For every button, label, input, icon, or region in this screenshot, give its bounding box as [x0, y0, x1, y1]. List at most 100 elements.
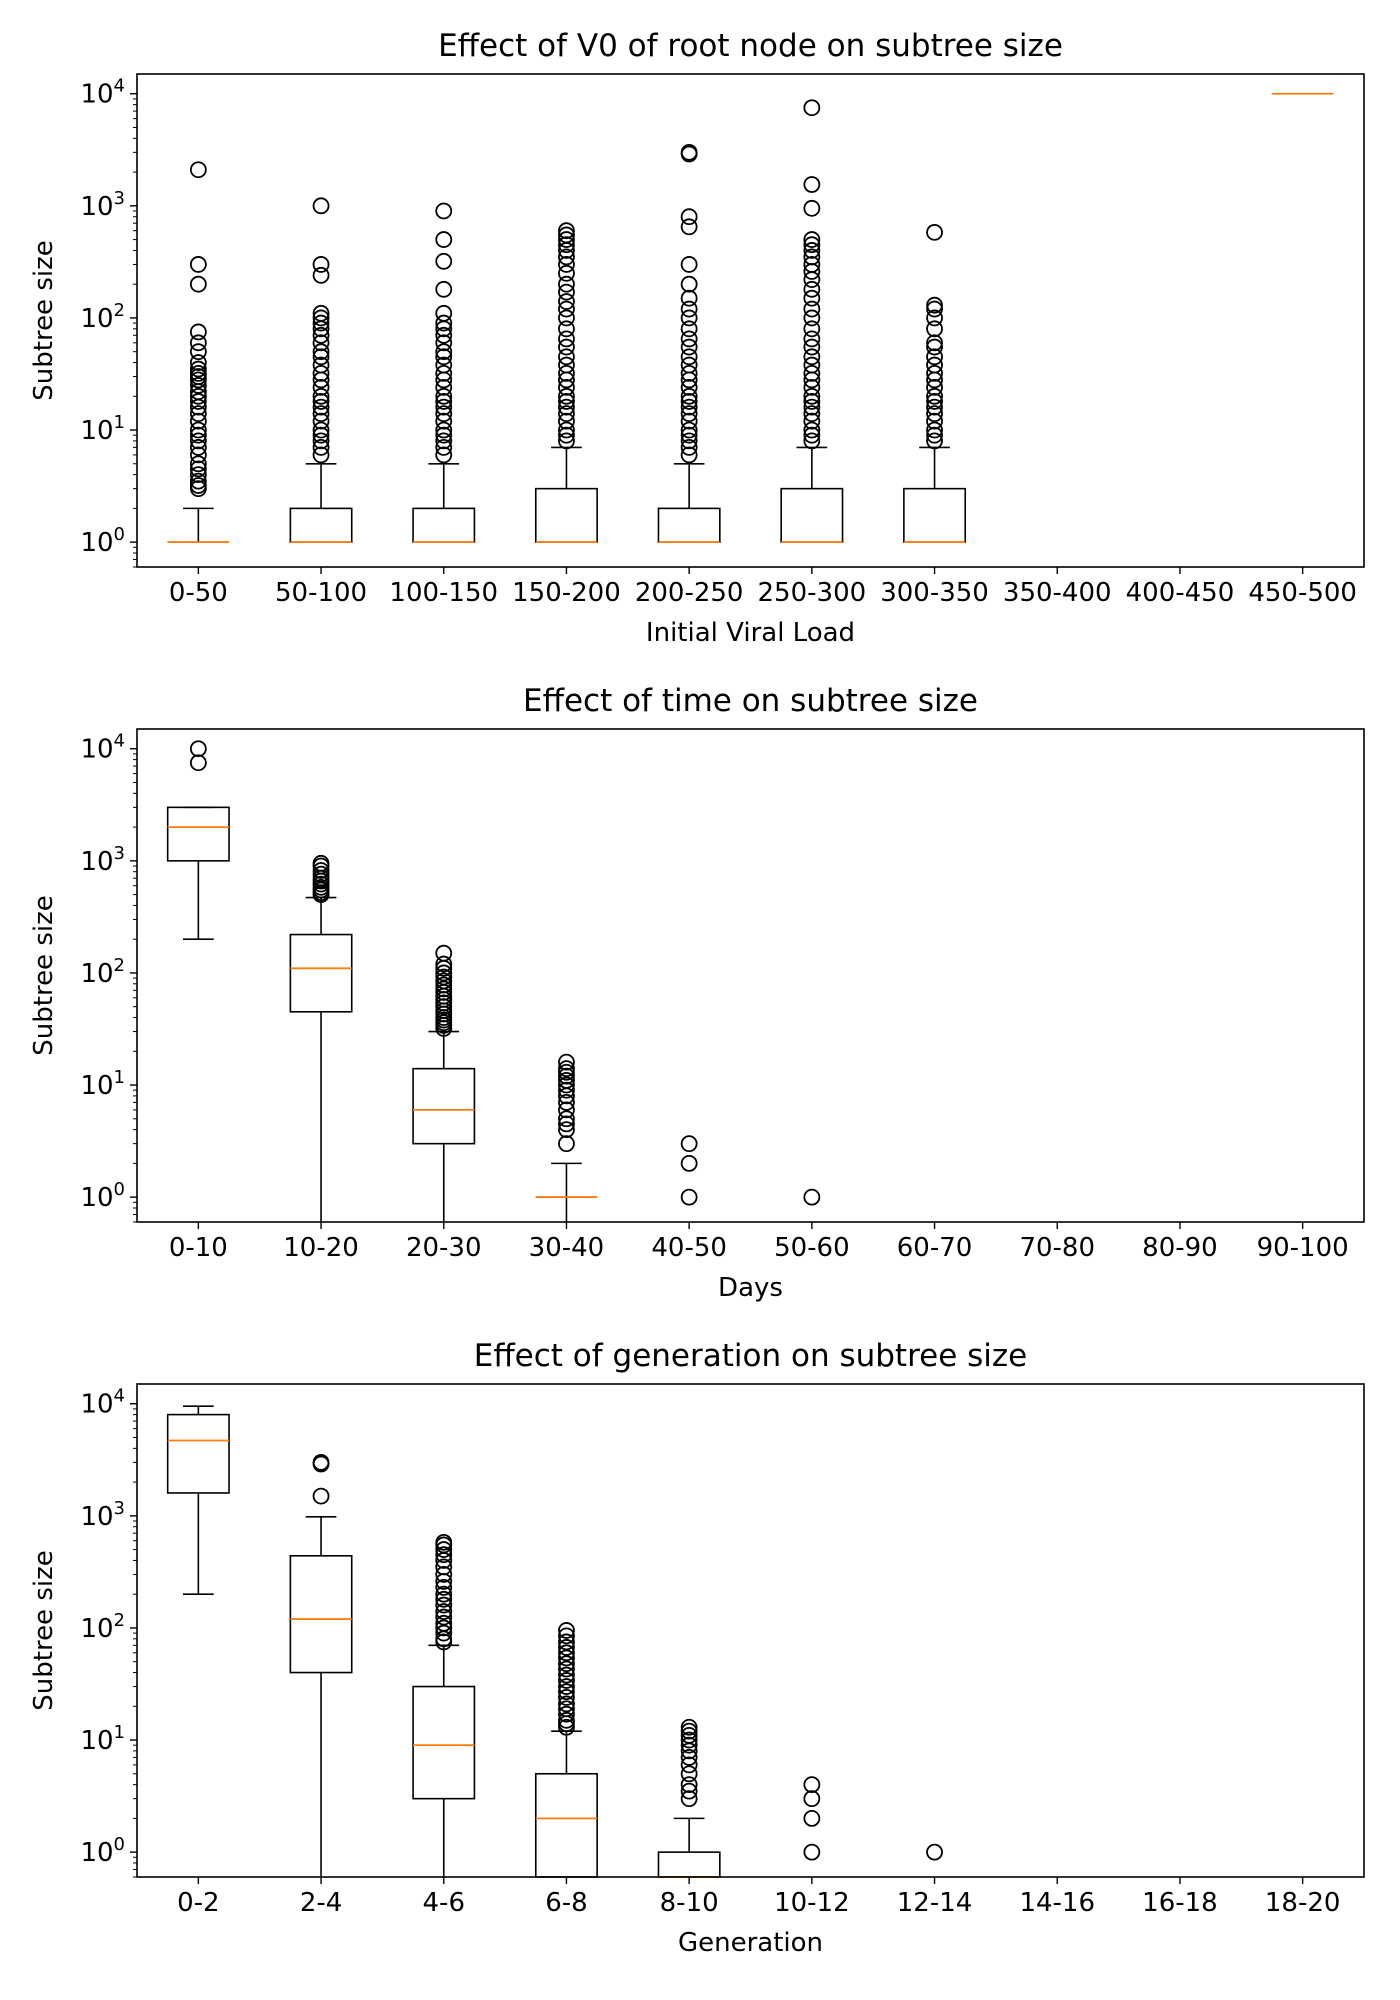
box-200-250 — [657, 143, 721, 544]
outlier-point — [803, 1843, 821, 1861]
box-4-6 — [412, 1533, 476, 1877]
outlier-point — [803, 1776, 821, 1794]
outlier-point — [435, 1590, 453, 1608]
x-tick-label: 20-30 — [406, 1233, 482, 1263]
outlier-point — [680, 330, 698, 348]
outlier-point — [680, 446, 698, 464]
x-tick-label: 90-100 — [1257, 1233, 1349, 1263]
outlier-point — [680, 256, 698, 273]
y-tick-exponent: 4 — [114, 731, 125, 752]
outlier-point — [435, 387, 453, 405]
outlier-point — [803, 231, 821, 248]
x-tick-label: 40-50 — [651, 1233, 727, 1263]
outlier-point — [189, 323, 207, 341]
outlier-point — [558, 1672, 575, 1689]
outlier-point — [558, 1695, 575, 1713]
box-100-150 — [412, 202, 476, 544]
outlier-point — [312, 256, 330, 273]
outlier-point — [435, 326, 453, 344]
iqr-box — [289, 1555, 353, 1674]
x-tick-label: 400-450 — [1126, 578, 1235, 608]
outlier-point — [435, 955, 453, 973]
x-tick-label: 350-400 — [1003, 578, 1112, 608]
outlier-point — [926, 398, 943, 416]
outlier-point — [558, 398, 575, 416]
outlier-point — [558, 231, 575, 248]
outlier-point — [312, 421, 330, 439]
outlier-point — [680, 1748, 698, 1766]
outlier-point — [189, 275, 207, 293]
outlier-point — [803, 309, 821, 327]
subplot-1: 0-50 50-100 100-150 150-200 200-250 250-300 30… — [29, 28, 1365, 648]
x-tick-label: 0-2 — [177, 1888, 219, 1918]
y-tick-base: 10 — [80, 1614, 113, 1644]
outlier-point — [558, 1627, 575, 1645]
outlier-point — [435, 304, 453, 322]
outlier-point — [435, 426, 453, 444]
y-tick-base: 10 — [80, 1071, 113, 1101]
outlier-point — [435, 421, 453, 439]
outlier-point — [312, 379, 330, 396]
outlier-point — [926, 426, 943, 444]
outlier-point — [680, 398, 698, 416]
x-tick-label: 10-12 — [774, 1888, 850, 1918]
outlier-point — [558, 1121, 575, 1139]
outlier-point — [558, 365, 575, 382]
outlier-point — [558, 348, 575, 366]
outlier-point — [680, 320, 698, 338]
outlier-point — [312, 365, 330, 382]
outlier-point — [189, 377, 207, 394]
y-tick-label: 100 — [80, 1834, 125, 1868]
outlier-point — [435, 1614, 453, 1632]
outlier-point — [803, 1790, 821, 1808]
x-tick-label: 300-350 — [880, 578, 989, 608]
outlier-point — [435, 348, 453, 366]
outlier-point — [189, 460, 207, 478]
outlier-point — [680, 300, 698, 318]
box-50-100 — [289, 197, 353, 544]
y-tick-base: 10 — [80, 1502, 113, 1532]
outlier-point — [558, 1633, 575, 1651]
x-tick-label: 70-80 — [1019, 1233, 1095, 1263]
y-tick-label: 101 — [80, 412, 125, 446]
outlier-point — [558, 1700, 575, 1718]
iqr-box — [903, 487, 967, 543]
outlier-point — [189, 740, 207, 758]
outlier-point — [189, 472, 207, 490]
iqr-box — [166, 1413, 230, 1494]
outlier-point — [680, 1776, 698, 1794]
y-tick-label: 102 — [80, 1610, 125, 1644]
box-0-50 — [167, 161, 230, 544]
outlier-point — [680, 1726, 698, 1744]
outlier-point — [558, 432, 575, 450]
x-axis-label: Days — [718, 1273, 783, 1303]
iqr-box — [534, 487, 598, 543]
y-tick-label: 103 — [80, 1498, 125, 1532]
outlier-point — [558, 1081, 575, 1099]
chart-title: Effect of V0 of root node on subtree siz… — [438, 28, 1063, 64]
y-tick-base: 10 — [80, 847, 113, 877]
outlier-point — [435, 1608, 453, 1626]
y-tick-base: 10 — [80, 1838, 113, 1868]
outlier-point — [312, 446, 330, 464]
iqr-box — [412, 1067, 476, 1145]
outlier-point — [312, 334, 330, 352]
outlier-point — [189, 426, 207, 444]
outlier-point — [926, 405, 943, 423]
outlier-point — [189, 354, 207, 371]
y-tick-exponent: 2 — [114, 1610, 125, 1631]
y-tick-exponent: 4 — [114, 76, 125, 97]
y-tick-base: 10 — [80, 416, 113, 446]
iqr-box — [534, 1772, 598, 1878]
x-tick-label: 2-4 — [300, 1888, 342, 1918]
outlier-point — [558, 330, 575, 348]
outlier-point — [435, 393, 453, 410]
outlier-point — [312, 1487, 330, 1505]
y-tick-label: 100 — [80, 1179, 125, 1213]
outlier-point — [312, 197, 330, 215]
outlier-point — [680, 289, 698, 307]
x-tick-label: 8-10 — [660, 1888, 719, 1918]
x-tick-label: 250-300 — [758, 578, 867, 608]
outlier-point — [926, 334, 943, 352]
outlier-point — [558, 379, 575, 396]
